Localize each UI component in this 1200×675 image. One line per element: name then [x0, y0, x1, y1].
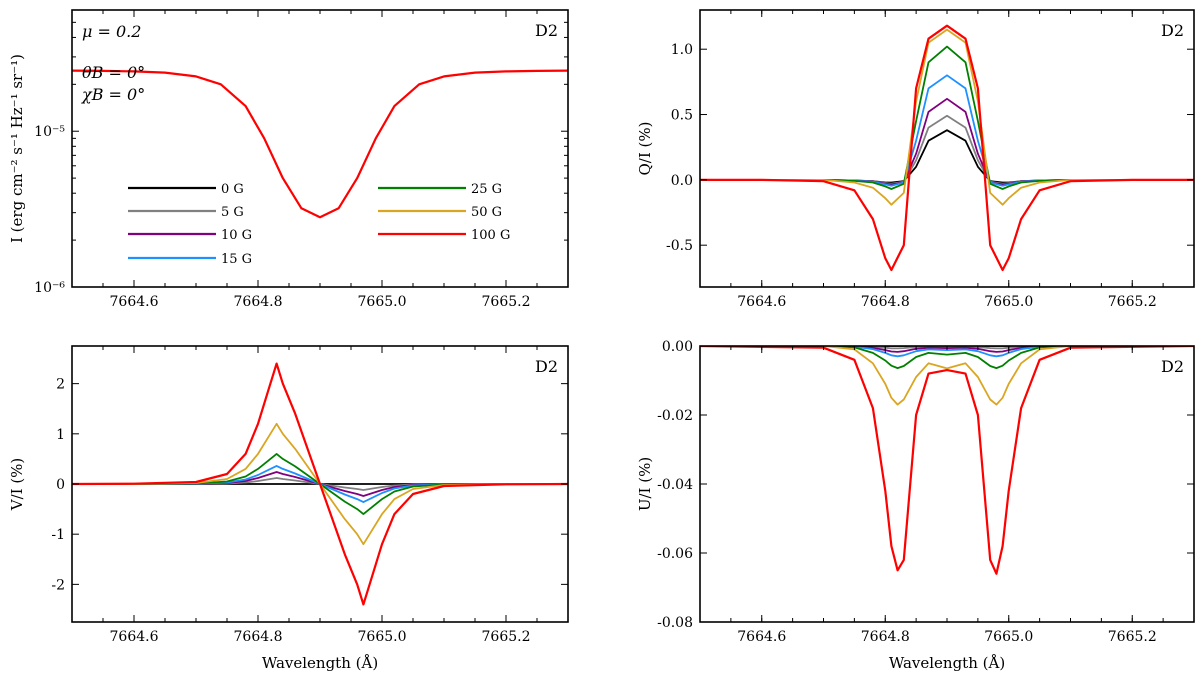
V-xtick-label: 7665.0: [358, 629, 407, 645]
V-series-100g: [72, 362, 568, 606]
Q-series-0g: [700, 129, 1194, 184]
U-xtick-label: 7664.6: [737, 629, 786, 645]
V-xlabel: Wavelength (Å): [262, 654, 378, 672]
v-over-i-panel: 7664.6 7664.8 7665.0 7665.2 -2 -1 0 1 2 D2 V/I (%)…: [8, 345, 569, 672]
Q-series-25g: [700, 45, 1194, 190]
Q-panel-tag: D2: [1161, 21, 1184, 40]
V-ytick-label: -1: [51, 527, 65, 543]
theta-annotation: θB = 0°: [82, 63, 145, 82]
V-xtick-label: 7665.2: [482, 629, 531, 645]
U-ytick-label: -0.08: [657, 615, 693, 631]
legend: 0 G 5 G 10 G 15 G 25 G 50 G 100 G: [128, 182, 510, 267]
Q-xtick-label: 7664.6: [737, 294, 786, 310]
I-frame: [71, 9, 569, 288]
Q-series-5g: [700, 114, 1194, 185]
Q-series-50g: [700, 28, 1194, 206]
U-ytick-label: -0.04: [657, 477, 693, 493]
V-ytick-label: 0: [56, 477, 65, 493]
legend-label-15g: 15 G: [221, 252, 252, 267]
U-ytick-label: 0.00: [662, 339, 693, 355]
V-xtick-label: 7664.8: [234, 629, 283, 645]
U-frame: [699, 345, 1195, 623]
mu-annotation: μ = 0.2: [82, 22, 141, 41]
V-xtick-label: 7664.6: [110, 629, 159, 645]
Q-ylabel: Q/I (%): [636, 121, 654, 175]
u-over-i-panel: 7664.6 7664.8 7665.0 7665.2 -0.08 -0.06 -0.04 -…: [636, 339, 1195, 672]
U-ytick-label: -0.06: [657, 546, 693, 562]
U-series-50g: [700, 346, 1194, 406]
Q-xtick-label: 7665.2: [1108, 294, 1157, 310]
legend-label-10g: 10 G: [221, 228, 252, 243]
Q-frame: [699, 9, 1195, 288]
legend-label-100g: 100 G: [471, 228, 510, 243]
legend-label-50g: 50 G: [471, 205, 502, 220]
V-ytick-label: 1: [56, 427, 65, 443]
U-ylabel: U/I (%): [636, 457, 654, 511]
V-ylabel: V/I (%): [8, 458, 26, 512]
I-series-100g: [72, 69, 568, 219]
Q-series-100g: [700, 24, 1194, 272]
Q-ytick-label: 1.0: [671, 42, 693, 58]
I-panel-tag: D2: [535, 21, 558, 40]
U-xtick-label: 7665.2: [1108, 629, 1157, 645]
Q-ytick-label: 0.5: [671, 108, 693, 124]
legend-label-0g: 0 G: [221, 182, 244, 197]
U-series-15g: [700, 346, 1194, 358]
I-xtick-label: 7664.6: [110, 294, 159, 310]
U-xlabel: Wavelength (Å): [889, 654, 1005, 672]
V-ytick-label: 2: [56, 377, 65, 393]
Q-xtick-label: 7664.8: [861, 294, 910, 310]
U-series-100g: [700, 346, 1194, 575]
U-xtick-label: 7665.0: [984, 629, 1033, 645]
Q-series-10g: [700, 97, 1194, 186]
V-ytick-label: -2: [51, 577, 65, 593]
Q-xtick-label: 7665.0: [984, 294, 1033, 310]
intensity-panel: 7664.6 7664.8 7665.0 7665.2 10⁻⁵ 10⁻⁶ D2 I (erg…: [8, 9, 569, 310]
V-panel-tag: D2: [535, 357, 558, 376]
U-xtick-label: 7664.8: [861, 629, 910, 645]
I-ytick-label: 10⁻⁶: [34, 280, 65, 296]
legend-label-25g: 25 G: [471, 182, 502, 197]
q-over-i-panel: 7664.6 7664.8 7665.0 7665.2 -0.5 0.0 0.5 1.0 D2 Q…: [636, 9, 1195, 310]
legend-label-5g: 5 G: [221, 205, 244, 220]
I-xtick-label: 7665.2: [482, 294, 531, 310]
I-ytick-label: 10⁻⁵: [34, 124, 65, 140]
I-xtick-label: 7664.8: [234, 294, 283, 310]
Q-ytick-label: -0.5: [666, 238, 693, 254]
chi-annotation: χB = 0°: [81, 85, 145, 104]
I-xtick-label: 7665.0: [358, 294, 407, 310]
U-panel-tag: D2: [1161, 357, 1184, 376]
U-series-25g: [700, 346, 1194, 369]
I-ylabel: I (erg cm⁻² s⁻¹ Hz⁻¹ sr⁻¹): [8, 54, 26, 243]
U-ytick-label: -0.02: [657, 408, 693, 424]
Q-ytick-label: 0.0: [671, 173, 693, 189]
